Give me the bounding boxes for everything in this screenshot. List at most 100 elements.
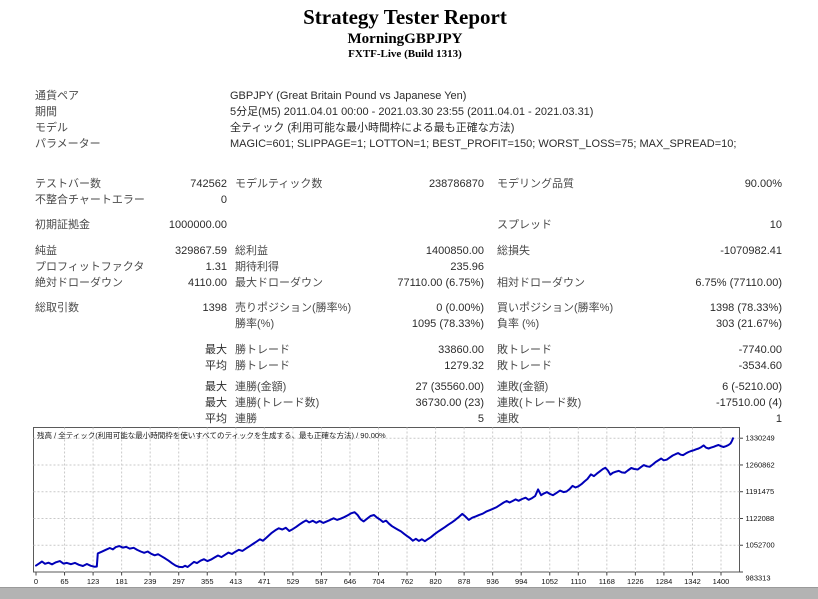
stat-c3v: 90.00% bbox=[744, 178, 782, 190]
stat-c1v: 1398 bbox=[202, 302, 227, 314]
stat-c3v: 303 (21.67%) bbox=[715, 318, 782, 330]
stat-c2v: 238786870 bbox=[428, 178, 484, 190]
stat-c3v: 1 bbox=[775, 413, 782, 425]
svg-text:0: 0 bbox=[34, 577, 38, 586]
stat-c1v: 4110.00 bbox=[188, 277, 227, 289]
info-value: 5分足(M5) 2011.04.01 00:00 - 2021.03.30 23… bbox=[230, 106, 594, 118]
stat-c3l: 敗トレード bbox=[497, 360, 552, 372]
stat-c3l: 総損失 bbox=[497, 245, 530, 257]
stat-c3v: 6.75% (77110.00) bbox=[695, 277, 782, 289]
info-label: パラメーター bbox=[35, 138, 101, 150]
stat-c1l: テストバー数 bbox=[35, 178, 101, 190]
svg-text:1110: 1110 bbox=[571, 577, 587, 586]
stat-c1l: プロフィットファクタ bbox=[35, 261, 145, 273]
svg-text:704: 704 bbox=[372, 577, 385, 586]
svg-text:994: 994 bbox=[515, 577, 528, 586]
info-value: MAGIC=601; SLIPPAGE=1; LOTTON=1; BEST_PR… bbox=[230, 138, 737, 150]
svg-text:181: 181 bbox=[115, 577, 128, 586]
stat-c2l: 勝トレード bbox=[235, 360, 290, 372]
svg-text:1168: 1168 bbox=[599, 577, 615, 586]
svg-text:1400: 1400 bbox=[713, 577, 730, 586]
svg-text:65: 65 bbox=[60, 577, 68, 586]
svg-text:878: 878 bbox=[458, 577, 471, 586]
stat-row: 不整合チャートエラー 0 bbox=[35, 192, 782, 208]
stat-c3l: モデリング品質 bbox=[497, 178, 574, 190]
svg-text:123: 123 bbox=[87, 577, 100, 586]
report-header: Strategy Tester Report MorningGBPJPY FXT… bbox=[0, 4, 810, 61]
svg-text:297: 297 bbox=[172, 577, 185, 586]
info-label: 通貨ペア bbox=[35, 90, 79, 102]
svg-text:1052700: 1052700 bbox=[746, 541, 775, 550]
stat-c3l: 連敗(金額) bbox=[497, 381, 549, 393]
stat-row: 総取引数 1398 売りポジション(勝率%) 0 (0.00%) 買いポジション(勝率%… bbox=[35, 300, 782, 316]
stat-c3v: 6 (-5210.00) bbox=[722, 381, 782, 393]
info-value: GBPJPY (Great Britain Pound vs Japanese … bbox=[230, 90, 467, 102]
stat-c2v: 1279.32 bbox=[444, 360, 484, 372]
stat-c2v: 77110.00 (6.75%) bbox=[397, 277, 484, 289]
balance-chart: 983313 1052700 1122088 1191475 1260862 133024… bbox=[0, 420, 818, 592]
svg-text:529: 529 bbox=[287, 577, 300, 586]
stat-c1v: 1.31 bbox=[205, 261, 227, 273]
stat-c1l: 不整合チャートエラー bbox=[35, 194, 145, 206]
stat-c2v: 235.96 bbox=[450, 261, 484, 273]
stat-c3l: 連敗 bbox=[497, 413, 519, 425]
svg-text:1122088: 1122088 bbox=[746, 514, 775, 523]
stat-c2l: 総利益 bbox=[235, 245, 268, 257]
stat-c2v: 36730.00 (23) bbox=[415, 397, 485, 409]
svg-text:1342: 1342 bbox=[684, 577, 701, 586]
stat-c1v: 最大 bbox=[205, 381, 227, 393]
server-build: FXTF-Live (Build 1313) bbox=[348, 48, 462, 60]
stat-c2l: 連勝(トレード数) bbox=[235, 397, 320, 409]
stat-c1v: 1000000.00 bbox=[168, 219, 227, 231]
svg-text:1052: 1052 bbox=[541, 577, 558, 586]
stat-c2v: 0 (0.00%) bbox=[436, 302, 484, 314]
svg-text:762: 762 bbox=[401, 577, 414, 586]
balance-chart-svg: 983313 1052700 1122088 1191475 1260862 133024… bbox=[33, 427, 775, 586]
svg-text:1284: 1284 bbox=[656, 577, 673, 586]
stat-c2v: 5 bbox=[477, 413, 484, 425]
stat-c2v: 33860.00 bbox=[438, 344, 484, 356]
stat-row: 勝率(%) 1095 (78.33%) 負率 (%) 303 (21.67%) bbox=[35, 316, 782, 332]
horizontal-scrollbar[interactable] bbox=[0, 587, 818, 599]
stat-c3l: スプレッド bbox=[497, 219, 552, 231]
stat-c2l: 連勝 bbox=[235, 413, 257, 425]
stat-c3v: -7740.00 bbox=[738, 344, 782, 356]
info-row: 期間 5分足(M5) 2011.04.01 00:00 - 2021.03.30 … bbox=[35, 104, 782, 120]
svg-text:413: 413 bbox=[230, 577, 243, 586]
svg-text:1330249: 1330249 bbox=[746, 434, 775, 443]
stat-row: 最大 連勝(トレード数) 36730.00 (23) 連敗(トレード数) -17510.… bbox=[35, 395, 782, 411]
svg-text:820: 820 bbox=[429, 577, 442, 586]
svg-text:355: 355 bbox=[201, 577, 214, 586]
stat-c3v: 10 bbox=[769, 219, 782, 231]
svg-text:983313: 983313 bbox=[746, 574, 771, 583]
stat-c2l: モデルティック数 bbox=[235, 178, 323, 190]
svg-text:239: 239 bbox=[144, 577, 157, 586]
stat-c1v: 329867.59 bbox=[175, 245, 227, 257]
chart-caption: 残高 / 全ティック(利用可能な最小時間枠を使いすべてのティックを生成する、最も… bbox=[37, 431, 386, 440]
stat-c1v: 平均 bbox=[205, 360, 227, 372]
stat-c2l: 最大ドローダウン bbox=[235, 277, 323, 289]
stat-row: 平均 連勝 5 連敗 1 bbox=[35, 411, 782, 427]
stat-row: 最大 連勝(金額) 27 (35560.00) 連敗(金額) 6 (-5210.00) bbox=[35, 379, 782, 395]
stat-c1v: 最大 bbox=[205, 397, 227, 409]
stat-c3v: -1070982.41 bbox=[720, 245, 782, 257]
expert-name: MorningGBPJPY bbox=[347, 31, 463, 47]
info-value: 全ティック (利用可能な最小時間枠による最も正確な方法) bbox=[230, 122, 515, 134]
stat-c3l: 負率 (%) bbox=[497, 318, 540, 330]
stat-row: テストバー数 742562 モデルティック数 238786870 モデリング品質 90.0… bbox=[35, 176, 782, 192]
stat-row: 純益 329867.59 総利益 1400850.00 総損失 -1070982.41 bbox=[35, 243, 782, 259]
stat-c2v: 1095 (78.33%) bbox=[411, 318, 484, 330]
svg-text:587: 587 bbox=[315, 577, 328, 586]
stat-row: 絶対ドローダウン 4110.00 最大ドローダウン 77110.00 (6.75%) 相… bbox=[35, 275, 782, 291]
page-title: Strategy Tester Report bbox=[303, 5, 507, 29]
stat-row: プロフィットファクタ 1.31 期待利得 235.96 bbox=[35, 259, 782, 275]
stat-c3v: 1398 (78.33%) bbox=[709, 302, 782, 314]
stat-row: 平均 勝トレード 1279.32 敗トレード -3534.60 bbox=[35, 358, 782, 374]
info-rows: 通貨ペア GBPJPY (Great Britain Pound vs Japan… bbox=[35, 88, 782, 152]
svg-text:936: 936 bbox=[486, 577, 499, 586]
stat-c1l: 総取引数 bbox=[35, 302, 79, 314]
info-label: モデル bbox=[35, 122, 68, 134]
stat-c3v: -17510.00 (4) bbox=[715, 397, 782, 409]
info-label: 期間 bbox=[35, 106, 57, 118]
stat-c1l: 純益 bbox=[35, 245, 57, 257]
